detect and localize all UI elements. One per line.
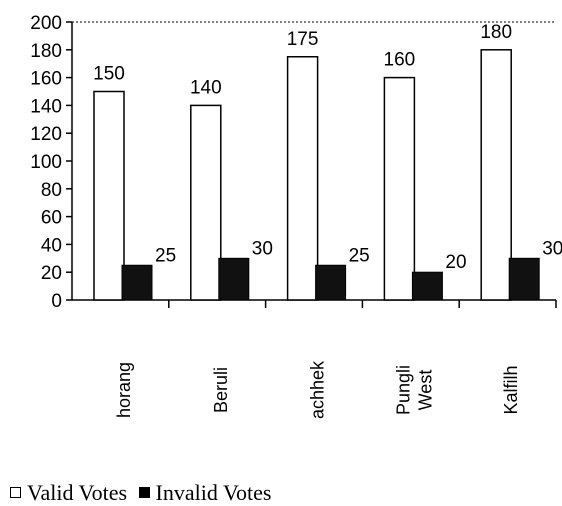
data-label-invalid-votes: 20 [445, 252, 466, 273]
y-tick-label: 80 [41, 180, 62, 201]
legend-swatch-valid [10, 487, 21, 499]
x-category-label: Kalfilh [501, 365, 521, 414]
bar-invalid-votes [121, 264, 153, 301]
y-tick-label: 20 [41, 263, 62, 284]
legend-label-invalid: Invalid Votes [155, 479, 272, 505]
x-category-label: Pungli [393, 365, 413, 415]
data-label-valid-votes: 175 [287, 29, 319, 50]
data-label-invalid-votes: 30 [542, 238, 562, 259]
bar-valid-votes [286, 56, 319, 301]
data-label-valid-votes: 140 [190, 77, 222, 98]
bar-valid-votes [480, 49, 512, 301]
x-category-label: achhek [308, 360, 328, 419]
legend: Valid Votes Invalid Votes [10, 478, 271, 506]
bar-valid-votes [93, 90, 125, 301]
bar-invalid-votes [508, 257, 540, 301]
y-tick-label: 180 [30, 41, 62, 62]
y-tick-label: 40 [41, 235, 62, 256]
data-label-valid-votes: 180 [480, 22, 512, 43]
data-label-invalid-votes: 30 [252, 238, 273, 259]
data-label-valid-votes: 160 [384, 50, 416, 71]
bar-valid-votes [190, 104, 222, 301]
x-category-label: West [415, 370, 435, 411]
y-tick-label: 0 [51, 291, 62, 312]
y-tick-label: 100 [30, 152, 62, 173]
data-label-valid-votes: 150 [93, 64, 125, 85]
bar-valid-votes [383, 76, 416, 301]
data-label-invalid-votes: 25 [155, 245, 176, 266]
y-tick-label: 140 [30, 96, 62, 117]
legend-label-valid: Valid Votes [27, 479, 128, 505]
y-tick-label: 120 [30, 124, 62, 145]
bar-invalid-votes [411, 271, 443, 301]
y-tick-label: 60 [41, 208, 62, 229]
y-tick-label: 200 [30, 13, 62, 34]
bar-invalid-votes [218, 257, 250, 301]
x-category-label: horang [114, 362, 134, 418]
y-tick-label: 160 [30, 69, 62, 90]
legend-swatch-invalid [138, 487, 150, 499]
x-category-label: Beruli [211, 367, 231, 413]
bar-invalid-votes [315, 264, 347, 301]
data-label-invalid-votes: 25 [349, 245, 370, 266]
